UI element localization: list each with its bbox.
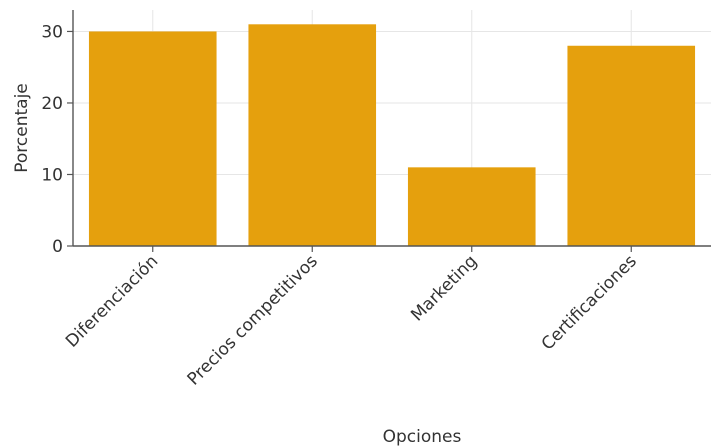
y-tick-label: 20 (41, 94, 63, 114)
y-tick-label: 0 (52, 237, 63, 257)
x-ticks: Diferenciación Precios competitivos Market… (62, 246, 641, 390)
y-axis-title: Porcentaje (12, 83, 32, 173)
y-tick-label: 30 (41, 22, 63, 42)
bar-1 (88, 31, 217, 247)
x-tick-label: Precios competitivos (184, 251, 322, 389)
y-tick-label: 10 (41, 165, 63, 185)
x-tick-label: Certificaciones (538, 251, 641, 354)
bar-3 (407, 167, 536, 246)
bars (88, 24, 696, 247)
y-ticks: 0 10 20 30 (41, 22, 73, 257)
x-axis-title: Opciones (383, 427, 462, 446)
bar-2 (248, 24, 377, 247)
bar-4 (567, 45, 696, 247)
axes (72, 10, 711, 247)
x-tick-label: Diferenciación (62, 251, 162, 351)
x-tick-label: Marketing (407, 251, 481, 325)
